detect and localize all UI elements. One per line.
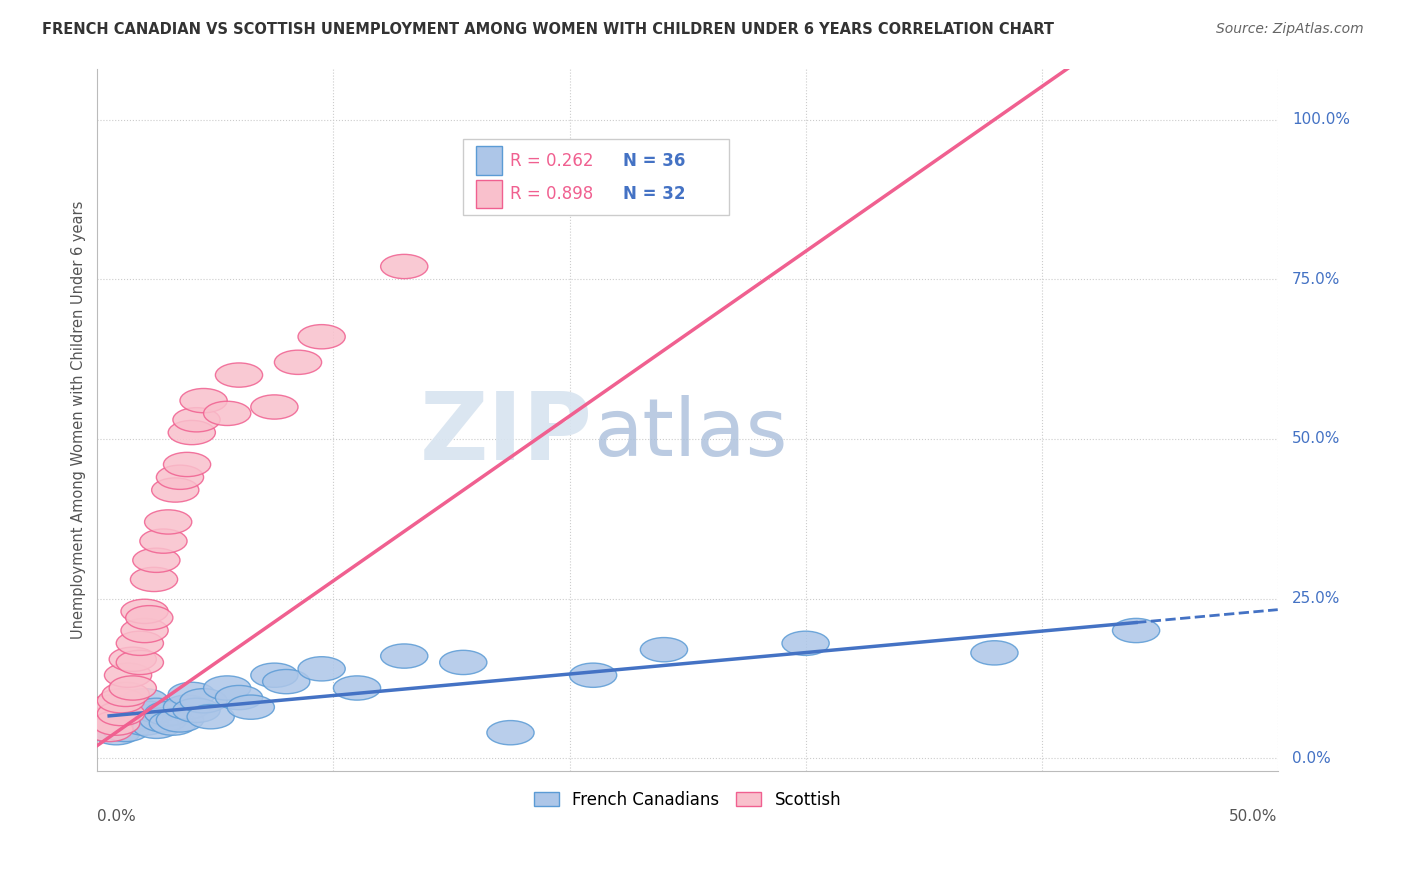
Ellipse shape bbox=[169, 682, 215, 706]
Ellipse shape bbox=[381, 254, 427, 278]
Ellipse shape bbox=[121, 711, 169, 735]
Y-axis label: Unemployment Among Women with Children Under 6 years: Unemployment Among Women with Children U… bbox=[72, 201, 86, 639]
Ellipse shape bbox=[121, 618, 169, 642]
Text: 100.0%: 100.0% bbox=[1292, 112, 1350, 128]
Ellipse shape bbox=[110, 647, 156, 672]
Text: FRENCH CANADIAN VS SCOTTISH UNEMPLOYMENT AMONG WOMEN WITH CHILDREN UNDER 6 YEARS: FRENCH CANADIAN VS SCOTTISH UNEMPLOYMENT… bbox=[42, 22, 1054, 37]
Text: 75.0%: 75.0% bbox=[1292, 272, 1340, 286]
Ellipse shape bbox=[103, 682, 149, 706]
Ellipse shape bbox=[298, 325, 346, 349]
Ellipse shape bbox=[204, 401, 250, 425]
Ellipse shape bbox=[103, 717, 149, 741]
Ellipse shape bbox=[86, 714, 132, 739]
Text: ZIP: ZIP bbox=[420, 388, 593, 480]
Legend: French Canadians, Scottish: French Canadians, Scottish bbox=[527, 784, 848, 815]
Ellipse shape bbox=[86, 717, 132, 741]
Ellipse shape bbox=[250, 395, 298, 419]
Ellipse shape bbox=[89, 695, 135, 719]
Ellipse shape bbox=[215, 685, 263, 710]
Ellipse shape bbox=[274, 351, 322, 375]
Ellipse shape bbox=[333, 676, 381, 700]
Ellipse shape bbox=[263, 670, 309, 694]
Text: 25.0%: 25.0% bbox=[1292, 591, 1340, 606]
Ellipse shape bbox=[970, 640, 1018, 665]
Text: 0.0%: 0.0% bbox=[1292, 751, 1330, 765]
Text: 50.0%: 50.0% bbox=[1292, 432, 1340, 446]
Ellipse shape bbox=[569, 663, 617, 688]
Ellipse shape bbox=[80, 707, 128, 732]
Ellipse shape bbox=[782, 632, 830, 656]
Ellipse shape bbox=[125, 701, 173, 726]
Ellipse shape bbox=[97, 711, 145, 735]
Ellipse shape bbox=[173, 698, 221, 723]
Ellipse shape bbox=[93, 721, 139, 745]
Ellipse shape bbox=[139, 529, 187, 553]
Ellipse shape bbox=[152, 478, 198, 502]
Ellipse shape bbox=[93, 711, 139, 735]
Text: R = 0.898: R = 0.898 bbox=[510, 186, 593, 203]
Ellipse shape bbox=[132, 548, 180, 573]
Text: Source: ZipAtlas.com: Source: ZipAtlas.com bbox=[1216, 22, 1364, 37]
Text: 0.0%: 0.0% bbox=[97, 809, 136, 824]
Ellipse shape bbox=[173, 408, 221, 432]
Ellipse shape bbox=[228, 695, 274, 719]
Bar bbox=[477, 180, 502, 209]
Ellipse shape bbox=[440, 650, 486, 674]
Ellipse shape bbox=[156, 707, 204, 732]
Ellipse shape bbox=[104, 663, 152, 688]
Text: N = 36: N = 36 bbox=[623, 152, 685, 169]
Ellipse shape bbox=[132, 714, 180, 739]
FancyBboxPatch shape bbox=[463, 139, 728, 215]
Ellipse shape bbox=[486, 721, 534, 745]
Text: atlas: atlas bbox=[593, 395, 787, 473]
Ellipse shape bbox=[145, 701, 191, 726]
Ellipse shape bbox=[132, 698, 180, 723]
Ellipse shape bbox=[215, 363, 263, 387]
Ellipse shape bbox=[250, 663, 298, 688]
Ellipse shape bbox=[117, 705, 163, 729]
Ellipse shape bbox=[110, 695, 156, 719]
Ellipse shape bbox=[204, 676, 250, 700]
Text: N = 32: N = 32 bbox=[623, 186, 685, 203]
Ellipse shape bbox=[180, 689, 228, 713]
Ellipse shape bbox=[640, 638, 688, 662]
Ellipse shape bbox=[117, 650, 163, 674]
Ellipse shape bbox=[187, 705, 235, 729]
Ellipse shape bbox=[121, 599, 169, 624]
Ellipse shape bbox=[117, 632, 163, 656]
Ellipse shape bbox=[121, 689, 169, 713]
Ellipse shape bbox=[169, 420, 215, 445]
Ellipse shape bbox=[131, 567, 177, 591]
Ellipse shape bbox=[149, 711, 197, 735]
Ellipse shape bbox=[97, 701, 145, 726]
Ellipse shape bbox=[145, 510, 191, 534]
Text: 50.0%: 50.0% bbox=[1229, 809, 1278, 824]
Ellipse shape bbox=[110, 707, 156, 732]
Bar bbox=[477, 146, 502, 175]
Ellipse shape bbox=[139, 707, 187, 732]
Ellipse shape bbox=[97, 689, 145, 713]
Ellipse shape bbox=[110, 676, 156, 700]
Ellipse shape bbox=[163, 452, 211, 476]
Ellipse shape bbox=[298, 657, 346, 681]
Ellipse shape bbox=[180, 389, 228, 413]
Ellipse shape bbox=[381, 644, 427, 668]
Text: R = 0.262: R = 0.262 bbox=[510, 152, 593, 169]
Ellipse shape bbox=[156, 465, 204, 490]
Ellipse shape bbox=[163, 695, 211, 719]
Ellipse shape bbox=[125, 606, 173, 630]
Ellipse shape bbox=[1112, 618, 1160, 642]
